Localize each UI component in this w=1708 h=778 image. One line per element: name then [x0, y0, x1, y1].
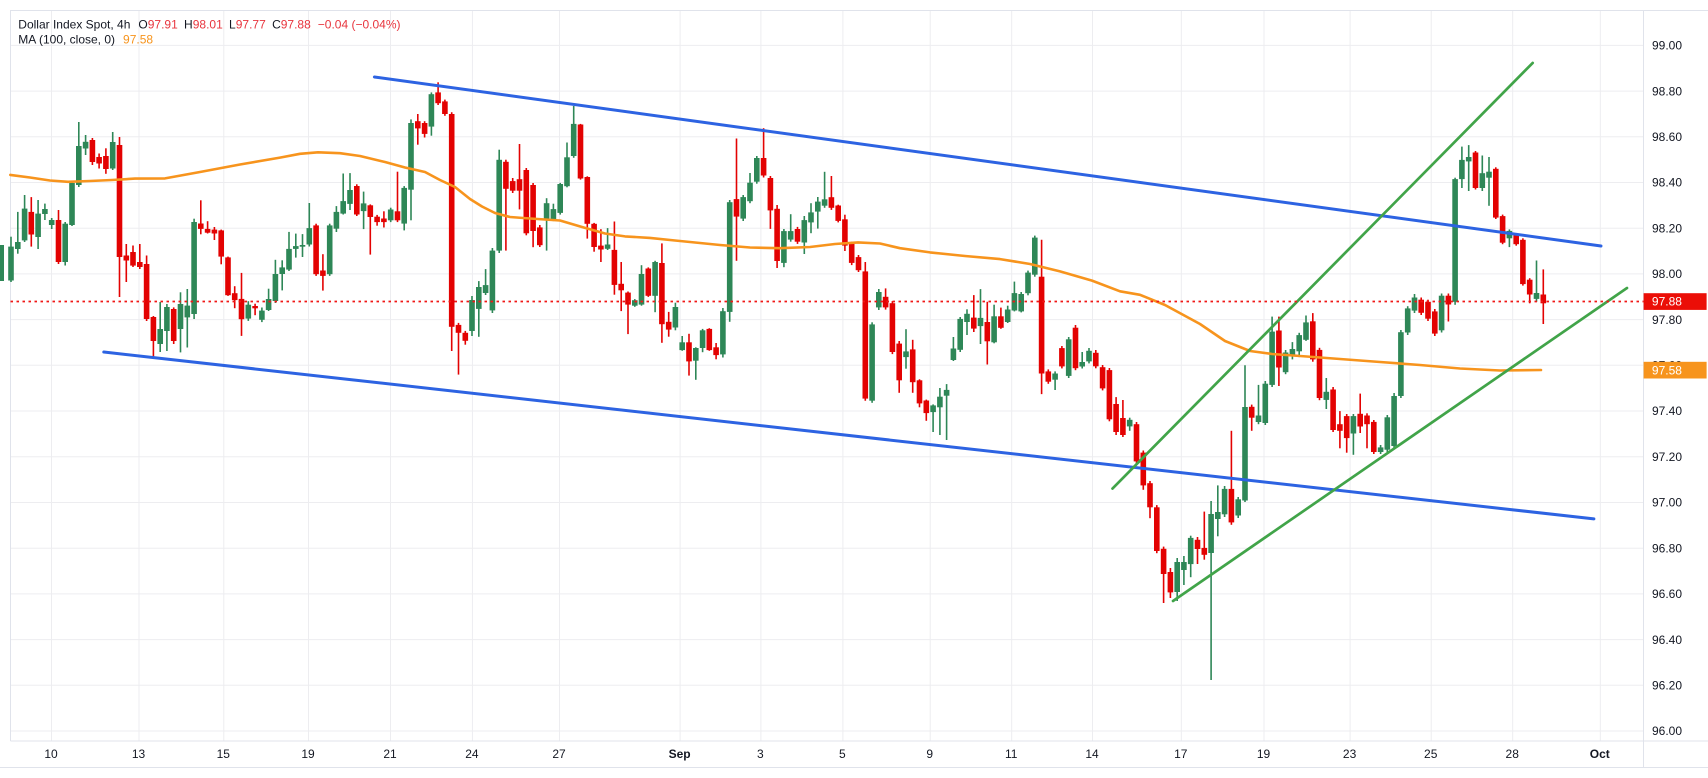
svg-text:Sep: Sep	[669, 747, 691, 761]
svg-text:97.00: 97.00	[1652, 496, 1682, 510]
svg-text:14: 14	[1085, 747, 1099, 761]
svg-text:96.60: 96.60	[1652, 587, 1682, 601]
svg-text:97.40: 97.40	[1652, 404, 1682, 418]
svg-text:96.40: 96.40	[1652, 633, 1682, 647]
svg-text:21: 21	[383, 747, 397, 761]
svg-text:96.20: 96.20	[1652, 679, 1682, 693]
svg-text:99.00: 99.00	[1652, 39, 1682, 53]
svg-text:Oct: Oct	[1590, 747, 1610, 761]
svg-text:15: 15	[217, 747, 231, 761]
svg-text:98.20: 98.20	[1652, 221, 1682, 235]
svg-text:19: 19	[1257, 747, 1271, 761]
svg-text:97.80: 97.80	[1652, 313, 1682, 327]
svg-text:25: 25	[1424, 747, 1438, 761]
svg-text:5: 5	[839, 747, 846, 761]
svg-text:MA (100, close, 0)97.58: MA (100, close, 0) 97.58	[18, 32, 153, 46]
svg-text:23: 23	[1343, 747, 1357, 761]
svg-text:98.80: 98.80	[1652, 84, 1682, 98]
svg-text:27: 27	[552, 747, 566, 761]
svg-text:97.58: 97.58	[1652, 363, 1682, 377]
svg-text:28: 28	[1506, 747, 1520, 761]
svg-text:98.00: 98.00	[1652, 267, 1682, 281]
svg-text:11: 11	[1005, 747, 1018, 761]
svg-text:10: 10	[44, 747, 58, 761]
svg-text:17: 17	[1174, 747, 1188, 761]
svg-text:19: 19	[301, 747, 315, 761]
svg-text:97.88: 97.88	[1652, 295, 1682, 309]
svg-text:13: 13	[132, 747, 146, 761]
svg-text:3: 3	[757, 747, 764, 761]
svg-text:24: 24	[465, 747, 479, 761]
svg-text:96.80: 96.80	[1652, 541, 1682, 555]
svg-text:96.00: 96.00	[1652, 724, 1682, 738]
svg-text:9: 9	[926, 747, 933, 761]
svg-text:97.20: 97.20	[1652, 450, 1682, 464]
svg-text:98.60: 98.60	[1652, 130, 1682, 144]
svg-text:98.40: 98.40	[1652, 176, 1682, 190]
